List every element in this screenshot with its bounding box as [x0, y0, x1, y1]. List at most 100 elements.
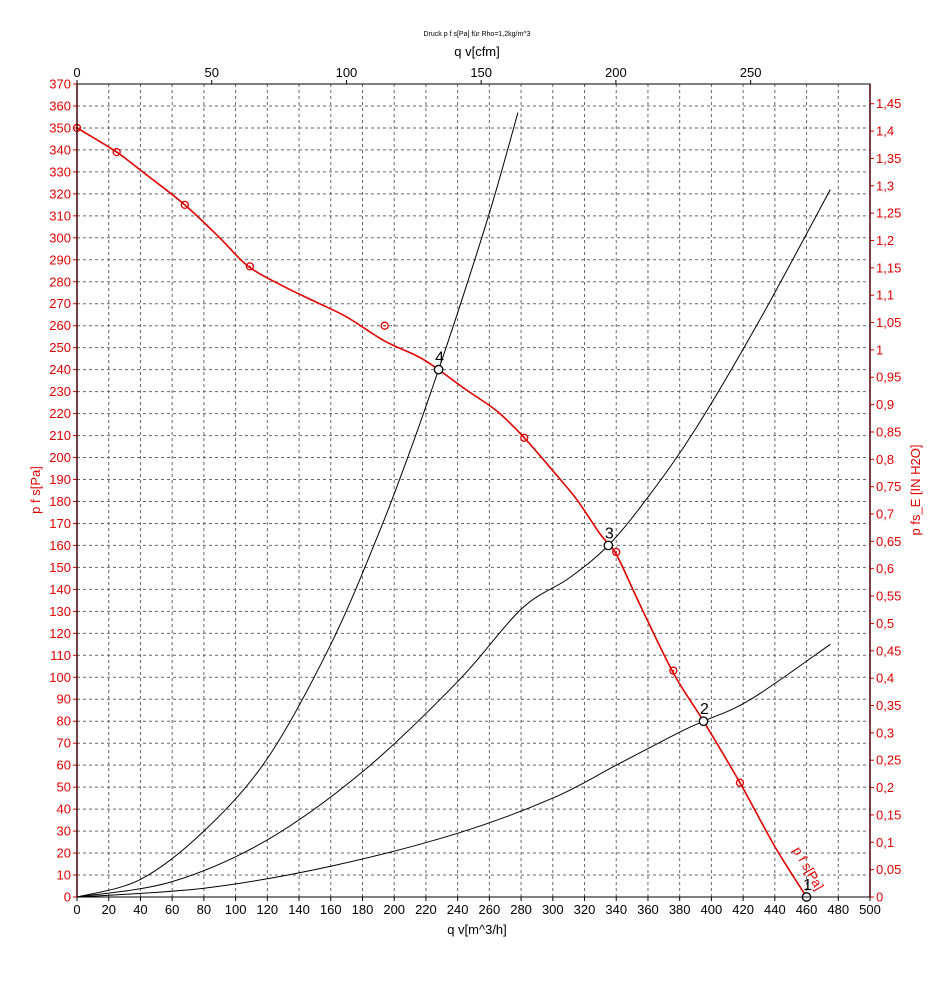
x2-tick-label: 0: [73, 65, 80, 80]
measured-point: [735, 778, 745, 787]
x-tick-label: 300: [542, 902, 564, 917]
x-tick-label: 160: [320, 902, 342, 917]
chart-title: Druck p f s[Pa] für Rho=1,2kg/m^3: [424, 31, 531, 38]
y-tick-label: 280: [49, 274, 71, 289]
x-tick-label: 500: [859, 902, 881, 917]
measured-point-dot: [615, 551, 618, 553]
measured-point-dot: [248, 265, 251, 268]
x-tick-label: 320: [574, 902, 596, 917]
y-tick-label: 230: [49, 384, 71, 399]
x-tick-label: 220: [415, 902, 437, 917]
operating-point-label: 2: [700, 701, 709, 718]
y-tick-label: 10: [57, 868, 71, 883]
y2-tick-label: 1,15: [876, 260, 901, 275]
measured-point-dot: [115, 151, 118, 154]
measured-point: [245, 262, 255, 271]
y-tick-label: 330: [49, 164, 71, 179]
y2-tick-label: 0,65: [876, 534, 901, 549]
y2-tick-label: 1,2: [876, 233, 894, 248]
x-tick-label: 400: [701, 902, 723, 917]
measured-point: [612, 547, 621, 557]
y2-tick-label: 0,3: [876, 725, 894, 740]
plot-frame: [76, 83, 871, 898]
measured-point-dot: [523, 436, 526, 439]
y2-tick-label: 0,15: [876, 807, 901, 822]
x-tick-label: 60: [165, 902, 179, 917]
y-tick-label: 90: [57, 692, 71, 707]
measured-point: [669, 666, 678, 675]
x-tick-label: 440: [764, 902, 786, 917]
y-tick-label: 40: [57, 802, 71, 817]
x2-tick-label: 100: [336, 65, 358, 80]
measured-point-dot: [383, 324, 386, 327]
operating-point-label: 3: [605, 525, 614, 542]
top-axis-label: q v[cfm]: [454, 44, 500, 59]
right-axis-label: p fs_E [IN H2O]: [908, 444, 923, 535]
axis-ticks: 0 20 40 60 80 100 120 140 160 180 200 220 240 260 280 3…: [49, 65, 901, 917]
measured-point: [180, 200, 189, 210]
x-tick-label: 40: [133, 902, 147, 917]
x-tick-label: 460: [796, 902, 818, 917]
y-tick-label: 50: [57, 780, 71, 795]
y-tick-label: 210: [49, 428, 71, 443]
measured-point-dot: [739, 781, 741, 784]
y2-tick-label: 0,25: [876, 753, 901, 768]
y2-tick-label: 0,7: [876, 507, 894, 522]
y2-tick-label: 1,3: [876, 178, 894, 193]
y2-tick-label: 0,95: [876, 370, 901, 385]
y-tick-label: 70: [57, 736, 71, 751]
y2-tick-label: 0: [876, 890, 883, 905]
measured-point-dot: [672, 669, 675, 672]
y2-tick-label: 1: [876, 342, 883, 357]
y2-tick-label: 1,1: [876, 288, 894, 303]
fan-curve: [76, 127, 808, 898]
y2-tick-label: 1,25: [876, 206, 901, 221]
y2-tick-label: 1,45: [876, 96, 901, 111]
y2-tick-label: 0,35: [876, 698, 901, 713]
x-tick-label: 360: [637, 902, 659, 917]
x-tick-label: 260: [479, 902, 501, 917]
y-tick-label: 130: [49, 604, 71, 619]
y2-tick-label: 0,8: [876, 452, 894, 467]
y-tick-label: 340: [49, 142, 71, 157]
measured-point: [112, 147, 121, 157]
grid: [77, 83, 870, 897]
y-tick-label: 20: [57, 846, 71, 861]
x2-tick-label: 50: [204, 65, 218, 80]
y2-tick-label: 0,1: [876, 835, 894, 850]
y2-tick-label: 0,5: [876, 616, 894, 631]
y-tick-label: 200: [49, 450, 71, 465]
x-tick-label: 200: [383, 902, 405, 917]
x-tick-label: 480: [827, 902, 849, 917]
y-tick-label: 220: [49, 406, 71, 421]
operating-point: [698, 716, 709, 727]
y-tick-label: 170: [49, 516, 71, 531]
points: 1 2 3 4: [72, 123, 812, 902]
x-tick-label: 180: [352, 902, 374, 917]
y-tick-label: 110: [50, 648, 71, 663]
y-tick-label: 320: [49, 186, 71, 201]
y2-tick-label: 0,6: [876, 561, 894, 576]
y-tick-label: 370: [49, 77, 71, 92]
x-tick-label: 0: [73, 902, 80, 917]
y-tick-label: 240: [49, 362, 71, 377]
x-tick-label: 420: [732, 902, 754, 917]
y-tick-label: 100: [49, 670, 71, 685]
operating-point-label: 4: [435, 350, 444, 367]
y2-tick-label: 0,4: [876, 671, 894, 686]
x2-tick-label: 200: [605, 65, 627, 80]
y-tick-label: 180: [49, 494, 71, 509]
y-tick-label: 290: [49, 252, 71, 267]
y-tick-label: 140: [49, 582, 71, 597]
y2-tick-label: 0,85: [876, 424, 901, 439]
y-tick-label: 260: [49, 318, 71, 333]
y2-tick-label: 0,2: [876, 780, 894, 795]
y-tick-label: 150: [49, 560, 71, 575]
x2-tick-label: 250: [740, 65, 762, 80]
x-tick-label: 340: [605, 902, 627, 917]
y2-tick-label: 0,75: [876, 479, 901, 494]
y-tick-label: 310: [49, 208, 71, 223]
x-tick-label: 100: [225, 902, 247, 917]
y-tick-label: 350: [49, 120, 71, 135]
